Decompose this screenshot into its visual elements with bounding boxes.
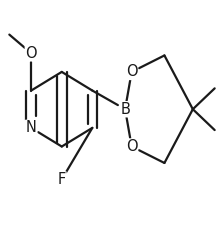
Text: B: B bbox=[120, 102, 130, 117]
Text: O: O bbox=[25, 46, 37, 61]
Text: F: F bbox=[58, 172, 66, 187]
Text: O: O bbox=[126, 64, 138, 79]
Text: N: N bbox=[26, 120, 37, 135]
Text: O: O bbox=[126, 139, 138, 154]
